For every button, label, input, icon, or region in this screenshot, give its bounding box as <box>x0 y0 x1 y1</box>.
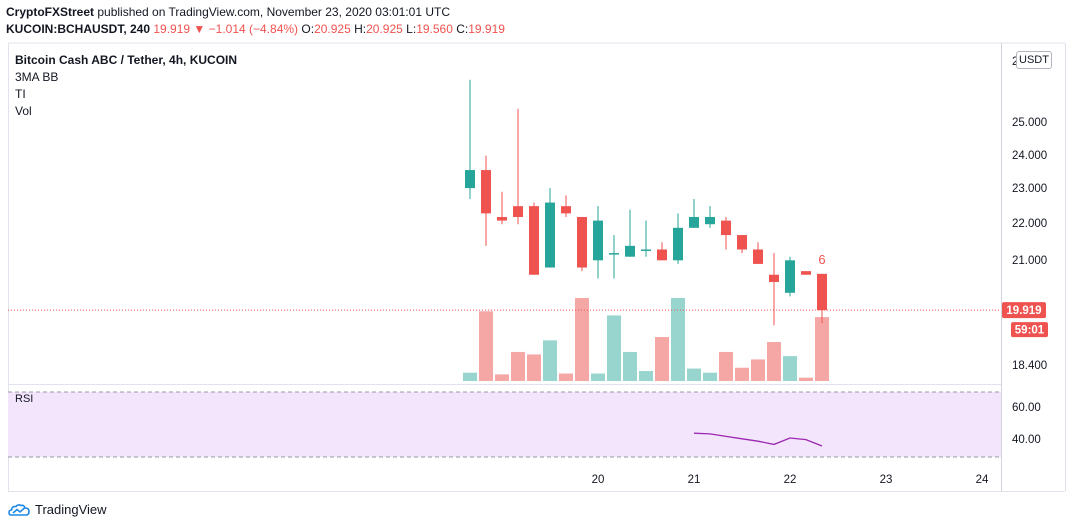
volume-bars <box>463 298 829 381</box>
rsi-band <box>8 392 1001 457</box>
countdown-tag <box>1011 322 1048 338</box>
price-axis-ticks: 225.00024.00023.00022.00021.00019.20018.… <box>1012 56 1047 372</box>
low-label: L: <box>406 22 417 36</box>
candle-body <box>721 220 731 236</box>
bar-countdown: 59:01 <box>1015 325 1045 337</box>
publish-line: CryptoFXStreet published on TradingView.… <box>6 5 450 19</box>
price-tick-label: 18.400 <box>1012 360 1047 372</box>
indicator-vol[interactable]: Vol <box>15 104 32 118</box>
candle-body <box>481 170 491 214</box>
time-tick-label: 24 <box>976 474 989 486</box>
volume-bar <box>815 317 829 381</box>
tradingview-logo[interactable]: TradingView <box>8 502 107 517</box>
volume-bar <box>527 354 541 381</box>
volume-bar <box>687 368 701 381</box>
volume-bar <box>463 372 477 381</box>
high-label: H: <box>354 22 367 36</box>
volume-bar <box>623 351 637 381</box>
close-label: C: <box>456 22 469 36</box>
volume-bar <box>735 367 749 381</box>
volume-bar <box>511 351 525 381</box>
candle-body <box>561 206 571 214</box>
ohlc-line: KUCOIN:BCHAUSDT, 240 19.919 ▼ −1.014 (−4… <box>6 22 505 36</box>
current-price-tag <box>1002 302 1046 319</box>
volume-bar <box>639 371 653 381</box>
time-axis-ticks: 20 21 22 23 24 <box>592 474 989 486</box>
price-tick-label: 2 <box>1012 56 1018 68</box>
volume-bar <box>479 311 493 381</box>
time-tick-label: 20 <box>592 474 605 486</box>
candle-body <box>657 249 667 261</box>
candle-body <box>577 216 587 268</box>
currency-badge[interactable]: USDT <box>1016 51 1052 69</box>
candle-body <box>705 216 715 225</box>
candle-body <box>465 170 475 189</box>
candle-body <box>673 227 683 261</box>
last-price: 19.919 <box>153 22 191 36</box>
volume-bar <box>783 356 797 381</box>
candle-body <box>513 206 523 217</box>
time-tick-label: 22 <box>784 474 797 486</box>
rsi-tick-label: 40.00 <box>1012 434 1041 446</box>
candle-body <box>801 271 811 275</box>
indicator-rsi[interactable]: RSI <box>15 393 34 405</box>
volume-bar <box>799 377 813 381</box>
open-value: 20.925 <box>314 22 351 36</box>
publish-info: published on TradingView.com, November 2… <box>94 5 451 19</box>
candle-body <box>545 202 555 268</box>
down-arrow-icon: ▼ <box>193 22 206 36</box>
candle-body <box>529 206 539 275</box>
sequential-count-label: 6 <box>818 252 825 267</box>
price-tick-label: 23.000 <box>1012 183 1047 195</box>
candle-body <box>769 274 779 282</box>
price-tick-label: 22.000 <box>1012 218 1047 230</box>
symbol-interval[interactable]: KUCOIN:BCHAUSDT, 240 <box>6 22 151 36</box>
volume-bar <box>591 373 605 381</box>
candle-body <box>737 235 747 250</box>
indicator-ti[interactable]: TI <box>15 87 26 101</box>
candle-body <box>817 273 827 311</box>
volume-bar <box>751 359 765 381</box>
chart-legend-title[interactable]: Bitcoin Cash ABC / Tether, 4h, KUCOIN <box>15 53 238 67</box>
open-label: O: <box>301 22 315 36</box>
current-price-label: 19.919 59:01 <box>1002 302 1048 338</box>
candle-body <box>785 260 795 293</box>
volume-bar <box>495 374 509 381</box>
price-tick-label: 25.000 <box>1012 117 1047 129</box>
volume-bar <box>703 372 717 381</box>
volume-bar <box>575 298 589 381</box>
rsi-axis-ticks: 60.00 40.00 <box>1012 402 1041 446</box>
footer-brand: TradingView <box>35 502 107 517</box>
publisher-name[interactable]: CryptoFXStreet <box>6 5 95 19</box>
candle-body <box>625 245 635 257</box>
indicator-3ma-bb[interactable]: 3MA BB <box>15 70 59 84</box>
price-tick-label: 24.000 <box>1012 150 1047 162</box>
candle-body <box>609 253 619 255</box>
rsi-tick-label: 60.00 <box>1012 402 1041 414</box>
candle-body <box>641 249 651 251</box>
candle-body <box>593 220 603 261</box>
volume-bar <box>671 298 685 381</box>
close-value: 19.919 <box>468 22 505 36</box>
candle-body <box>753 249 763 264</box>
time-tick-label: 23 <box>880 474 893 486</box>
tradingview-cloud-icon <box>8 503 30 516</box>
high-value: 20.925 <box>366 22 403 36</box>
volume-bar <box>559 373 573 381</box>
rsi-line <box>693 432 823 447</box>
price-tick-label: 21.000 <box>1012 255 1047 267</box>
volume-bar <box>655 337 669 381</box>
volume-bar <box>543 340 557 381</box>
candles <box>465 79 827 326</box>
volume-bar <box>719 351 733 381</box>
volume-bar <box>607 315 621 381</box>
candle-body <box>497 216 507 221</box>
volume-bar <box>767 341 781 381</box>
current-price-value: 19.919 <box>1006 305 1041 317</box>
candle-body <box>689 216 699 228</box>
price-change: −1.014 (−4.84%) <box>208 22 299 36</box>
time-tick-label: 21 <box>688 474 701 486</box>
low-value: 19.560 <box>416 22 453 36</box>
